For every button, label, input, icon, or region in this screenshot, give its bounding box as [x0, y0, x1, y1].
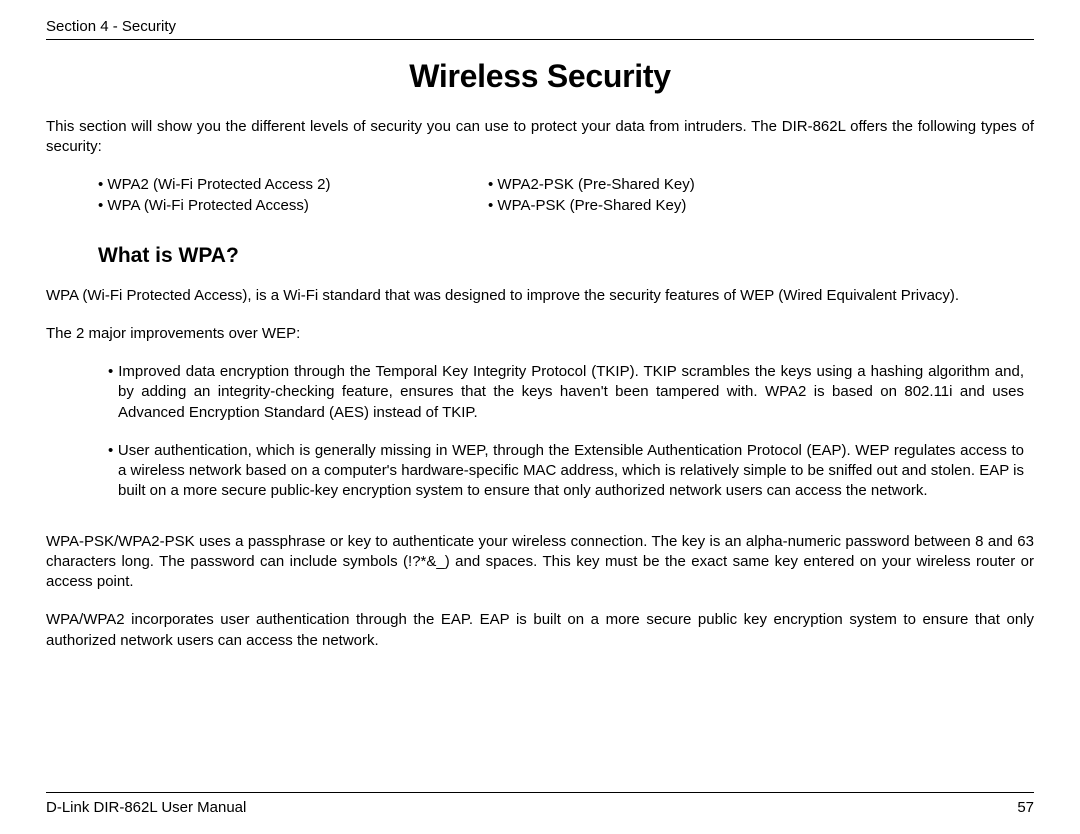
section-label: Section 4 - Security [46, 18, 176, 35]
intro-paragraph: This section will show you the different… [46, 117, 1034, 158]
security-type-item: • WPA (Wi-Fi Protected Access) [98, 195, 488, 216]
security-types-list: • WPA2 (Wi-Fi Protected Access 2) • WPA … [98, 174, 1034, 216]
subheading-what-is-wpa: What is WPA? [98, 244, 1034, 268]
improvement-item: • Improved data encryption through the T… [108, 362, 1024, 423]
improvement-item: • User authentication, which is generall… [108, 441, 1024, 502]
eap-paragraph: WPA/WPA2 incorporates user authenticatio… [46, 610, 1034, 651]
wpa-definition-paragraph: WPA (Wi-Fi Protected Access), is a Wi-Fi… [46, 286, 1034, 306]
psk-paragraph: WPA-PSK/WPA2-PSK uses a passphrase or ke… [46, 532, 1034, 593]
footer-page-number: 57 [1017, 799, 1034, 816]
security-type-item: • WPA2 (Wi-Fi Protected Access 2) [98, 174, 488, 195]
security-type-item: • WPA2-PSK (Pre-Shared Key) [488, 174, 1034, 195]
improvements-intro: The 2 major improvements over WEP: [46, 324, 1034, 344]
footer-manual-name: D-Link DIR-862L User Manual [46, 799, 246, 816]
page-footer: D-Link DIR-862L User Manual 57 [46, 792, 1034, 816]
security-types-col1: • WPA2 (Wi-Fi Protected Access 2) • WPA … [98, 174, 488, 216]
page-header: Section 4 - Security [46, 18, 1034, 40]
improvements-list: • Improved data encryption through the T… [108, 362, 1024, 502]
page-title: Wireless Security [46, 58, 1034, 95]
security-type-item: • WPA-PSK (Pre-Shared Key) [488, 195, 1034, 216]
security-types-col2: • WPA2-PSK (Pre-Shared Key) • WPA-PSK (P… [488, 174, 1034, 216]
